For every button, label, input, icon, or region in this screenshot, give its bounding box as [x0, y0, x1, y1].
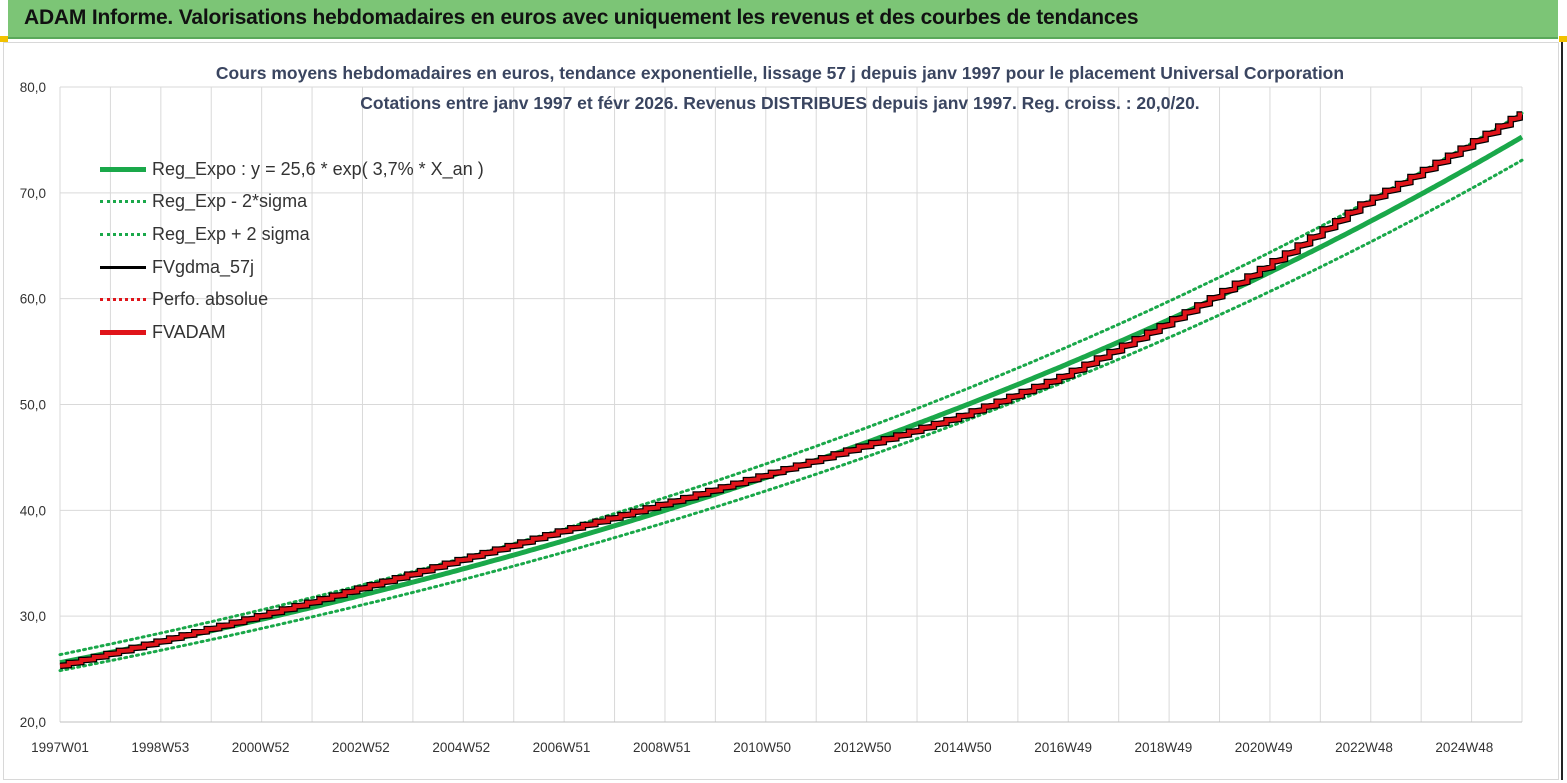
frame-right-border	[1561, 42, 1563, 780]
x-tick-label: 2012W50	[834, 740, 892, 755]
legend-swatch	[100, 200, 146, 204]
chart-subtitle: Cotations entre janv 1997 et févr 2026. …	[360, 93, 1200, 113]
y-tick-label: 40,0	[20, 503, 46, 518]
chart-title: Cours moyens hebdomadaires en euros, ten…	[215, 63, 1345, 83]
accent-mark-right	[1559, 36, 1567, 42]
accent-mark-left	[0, 36, 8, 42]
x-tick-label: 1997W01	[31, 740, 89, 755]
series-reg-exp-plus-2sigma	[58, 111, 1524, 657]
report-title: ADAM Informe. Valorisations hebdomadaire…	[24, 6, 1139, 29]
legend-label: Reg_Exp - 2*sigma	[152, 191, 308, 212]
chart-frame	[3, 42, 1559, 780]
legend-item: FVgdma_57j	[100, 251, 484, 284]
x-tick-label: 2006W51	[533, 740, 591, 755]
legend-swatch	[100, 329, 146, 335]
y-tick-label: 60,0	[20, 292, 46, 307]
x-tick-label: 2002W52	[332, 740, 390, 755]
y-tick-label: 50,0	[20, 398, 46, 413]
legend-label: Perfo. absolue	[152, 289, 269, 310]
x-tick-label: 1998W53	[131, 740, 189, 755]
series-fvadam	[59, 112, 1522, 668]
legend-label: FVADAM	[152, 321, 226, 342]
legend-swatch	[100, 166, 146, 172]
legend-item: Reg_Expo : y = 25,6 * exp( 3,7% * X_an )	[100, 153, 484, 186]
x-tick-label: 2000W52	[232, 740, 290, 755]
legend-label: FVgdma_57j	[152, 256, 255, 277]
x-tick-label: 2008W51	[633, 740, 691, 755]
x-tick-label: 2010W50	[733, 740, 791, 755]
legend-swatch	[100, 232, 146, 236]
x-tick-label: 2016W49	[1034, 740, 1092, 755]
x-tick-label: 2020W49	[1235, 740, 1293, 755]
legend-label: Reg_Exp + 2 sigma	[152, 223, 310, 244]
x-tick-label: 2022W48	[1335, 740, 1393, 755]
y-tick-label: 80,0	[20, 80, 46, 95]
x-tick-label: 2004W52	[432, 740, 490, 755]
y-tick-label: 30,0	[20, 609, 46, 624]
x-tick-label: 2018W49	[1134, 740, 1192, 755]
legend-swatch	[100, 298, 146, 302]
legend-label: Reg_Expo : y = 25,6 * exp( 3,7% * X_an )	[152, 158, 484, 179]
report-banner: ADAM Informe. Valorisations hebdomadaire…	[8, 0, 1558, 39]
series-reg-exp-minus-2sigma	[58, 158, 1524, 673]
legend-item: Perfo. absolue	[100, 283, 484, 316]
legend-item: FVADAM	[100, 316, 484, 349]
y-tick-label: 70,0	[20, 186, 46, 201]
legend-swatch	[100, 265, 146, 269]
x-tick-label: 2024W48	[1435, 740, 1493, 755]
x-tick-label: 2014W50	[934, 740, 992, 755]
legend-item: Reg_Exp - 2*sigma	[100, 186, 484, 219]
y-tick-label: 20,0	[20, 715, 46, 730]
legend-item: Reg_Exp + 2 sigma	[100, 218, 484, 251]
chart-legend: Reg_Expo : y = 25,6 * exp( 3,7% * X_an )…	[100, 153, 484, 349]
